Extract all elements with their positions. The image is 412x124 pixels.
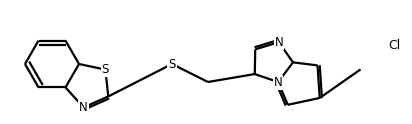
Text: S: S: [102, 63, 109, 76]
Text: Cl: Cl: [388, 40, 400, 52]
Text: N: N: [274, 36, 283, 49]
Text: S: S: [169, 58, 176, 71]
Text: N: N: [79, 101, 88, 114]
Text: N: N: [274, 76, 283, 89]
